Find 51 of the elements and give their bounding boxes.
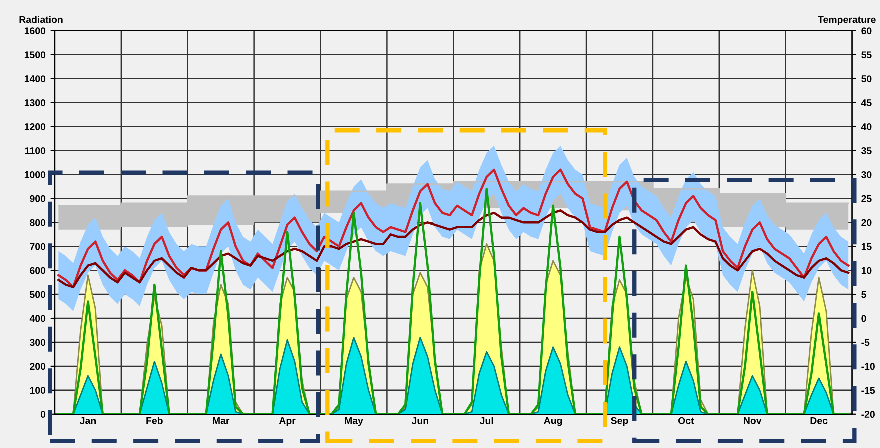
x-tick-label: Oct (678, 417, 694, 424)
y-tick-label: 200 (30, 363, 46, 370)
y2-tick-label: -20 (862, 411, 875, 418)
y-tick-label: 1500 (24, 52, 46, 58)
y2-tick-label: -15 (862, 387, 876, 394)
line-series (58, 210, 850, 288)
y2-tick-label: 45 (861, 100, 872, 106)
y-tick-label: 300 (30, 339, 46, 346)
y-tick-label: 900 (30, 195, 46, 202)
y2-tick-label: 50 (862, 76, 872, 82)
y-tick-label: 1300 (24, 100, 46, 106)
x-tick-label: Nov (744, 418, 762, 424)
y-axis-title: Radiation (20, 16, 63, 24)
y-tick-label: 700 (30, 243, 46, 250)
y-tick-label: 1100 (25, 147, 46, 154)
y2-tick-label: 15 (862, 243, 872, 250)
y2-tick-label: 40 (861, 124, 872, 130)
y-tick-label: 0 (40, 411, 46, 418)
line-series (58, 168, 850, 288)
y2-tick-label: 35 (862, 147, 872, 154)
y-tick-label: 1600 (24, 28, 46, 35)
x-tick-label: Jun (412, 418, 428, 424)
y2-tick-label: 25 (862, 195, 872, 202)
y-tick-label: 100 (30, 387, 46, 394)
x-tick-label: Dec (810, 418, 828, 424)
y2-tick-label: 55 (862, 52, 872, 58)
x-tick-label: Aug (544, 417, 562, 426)
y2-tick-label: 60 (862, 28, 872, 35)
x-tick-label: Feb (146, 417, 163, 424)
y2-tick-label: 30 (862, 171, 872, 178)
line-series (58, 188, 850, 414)
y2-axis-title: Temperature (818, 16, 876, 26)
x-tick-label: Mar (213, 418, 230, 424)
y-tick-label: 1000 (24, 171, 46, 178)
x-tick-label: Sep (611, 417, 628, 426)
x-tick-label: Jul (480, 417, 494, 424)
x-tick-label: May (345, 418, 364, 426)
y2-tick-label: 5 (862, 291, 866, 298)
y2-tick-label: -5 (862, 339, 870, 346)
y-tick-label: 400 (30, 315, 46, 322)
y-tick-label: 600 (30, 267, 46, 274)
x-tick-label: Apr (279, 418, 296, 426)
y2-tick-label: -10 (862, 363, 875, 370)
y-tick-label: 1400 (24, 76, 46, 82)
y2-tick-label: 20 (862, 219, 872, 226)
x-tick-label: Jan (80, 418, 96, 424)
y-tick-label: 800 (30, 219, 46, 226)
y-tick-label: 500 (30, 291, 46, 298)
y-tick-label: 1200 (24, 124, 46, 130)
y2-tick-label: 0 (862, 315, 866, 322)
y2-tick-label: 10 (862, 267, 872, 274)
